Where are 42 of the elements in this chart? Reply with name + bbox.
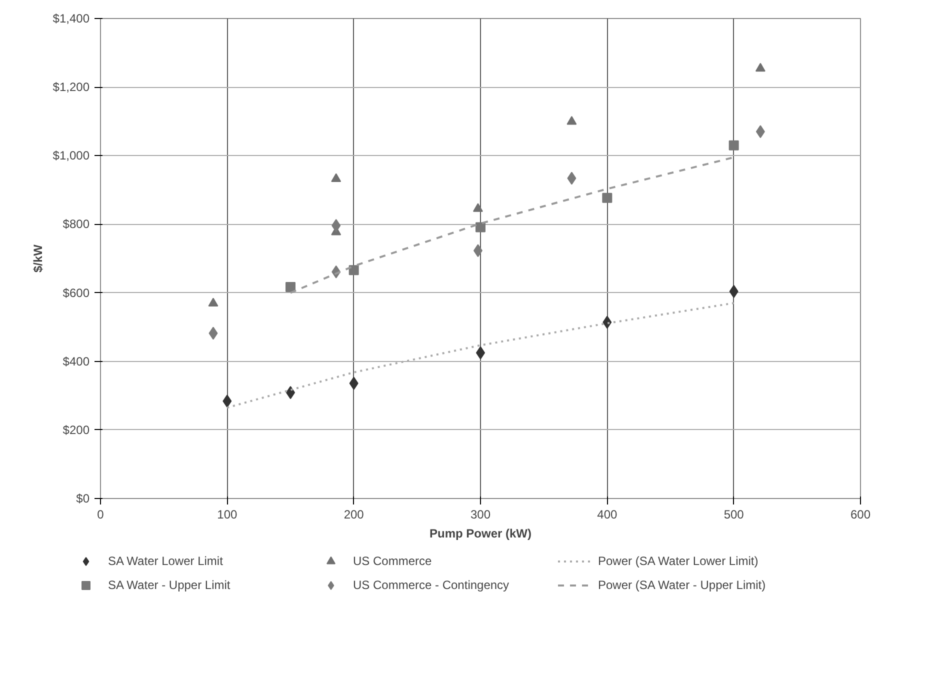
y-tick-label: $1,000 (52, 148, 90, 163)
legend-label: SA Water Lower Limit (108, 554, 224, 568)
point (348, 265, 359, 276)
y-tick-label: $600 (62, 286, 90, 300)
y-tick-label: $1,400 (52, 12, 90, 26)
legend-label: Power (SA Water - Upper Limit) (598, 578, 767, 592)
point (349, 376, 358, 390)
point (331, 173, 342, 182)
point (332, 219, 341, 232)
x-tick-label: 300 (470, 508, 491, 522)
point (286, 282, 296, 292)
point (472, 203, 483, 212)
x-tick-label: 200 (344, 508, 364, 522)
x-tick-label: 0 (97, 508, 104, 522)
y-axis-title: $/kW (30, 244, 45, 273)
point (728, 140, 739, 150)
point (476, 222, 486, 232)
point (208, 326, 218, 340)
x-tick-label: 400 (597, 508, 618, 522)
y-tick-label: $0 (76, 492, 90, 506)
y-tick-label: $200 (62, 422, 90, 437)
y-tick-label: $400 (62, 354, 90, 368)
point (473, 244, 482, 258)
x-tick-label: 600 (850, 508, 871, 522)
point (602, 316, 612, 329)
point (208, 298, 218, 307)
y-tick-label: $800 (62, 217, 90, 232)
legend-label: US Commerce (353, 554, 433, 568)
point (567, 172, 576, 185)
point (602, 192, 612, 203)
point (756, 125, 765, 138)
point (755, 62, 766, 72)
x-tick-label: 500 (724, 508, 744, 522)
legend-label: Power (SA Water Lower Limit) (598, 554, 760, 568)
x-tick-label: 100 (217, 508, 238, 522)
legend-label: SA Water - Upper Limit (108, 578, 232, 592)
legend-label: US Commerce - Contingency (353, 578, 510, 592)
point (222, 394, 232, 408)
x-axis-title: Pump Power (kW) (429, 526, 532, 540)
point (729, 284, 738, 298)
point (566, 116, 577, 125)
y-tick-label: $1,200 (52, 80, 90, 94)
